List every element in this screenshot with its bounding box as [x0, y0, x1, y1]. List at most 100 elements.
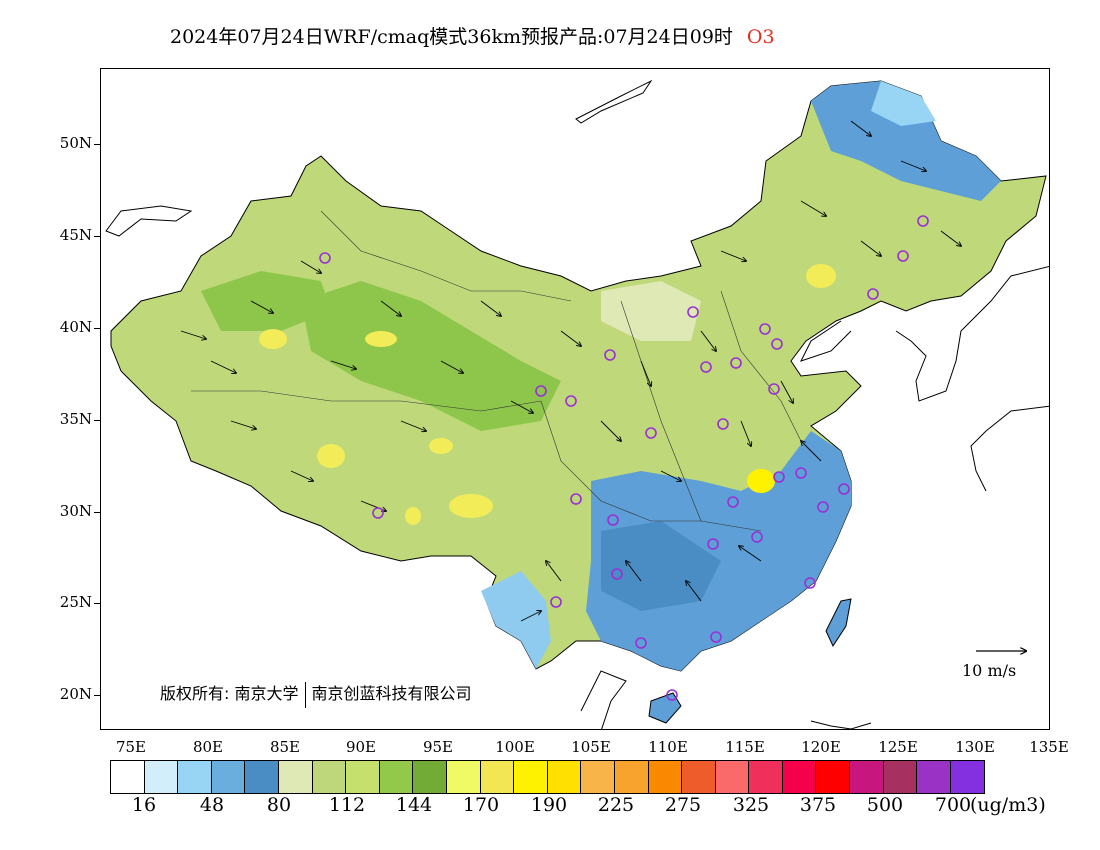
colorbar-label: 500: [866, 794, 904, 816]
colorbar: [110, 760, 986, 794]
lat-tick: [94, 420, 101, 421]
low-o3-northeast-light: [871, 81, 936, 126]
colorbar-swatch: [111, 761, 145, 793]
lat-label-40n: 40N: [59, 318, 92, 336]
high-o3-spot: [405, 507, 421, 525]
high-o3-spot: [317, 444, 345, 468]
copyright-notice: 版权所有: 南京大学 南京创蓝科技有限公司: [160, 680, 472, 708]
colorbar-swatch: [514, 761, 548, 793]
colorbar-swatch: [312, 761, 347, 793]
lat-label-20n: 20N: [59, 685, 92, 703]
colorbar-label: 80: [266, 794, 292, 816]
species-label: O3: [746, 26, 775, 48]
map-plot-area: [100, 68, 1050, 730]
colorbar-swatch: [816, 761, 851, 793]
lat-tick: [94, 236, 101, 237]
high-o3-spot: [429, 438, 453, 454]
colorbar-label: 170: [462, 794, 500, 816]
lat-tick: [94, 328, 101, 329]
colorbar-swatch: [413, 761, 447, 793]
colorbar-swatch: [850, 761, 884, 793]
colorbar-label: 325: [732, 794, 770, 816]
high-o3-spot: [259, 329, 287, 349]
caspian-coast: [105, 205, 193, 237]
colorbar-label: 16: [131, 794, 157, 816]
colorbar-swatch: [379, 761, 414, 793]
low-o3-yunnan: [481, 571, 551, 669]
province-boundary: [191, 390, 542, 412]
mid-o3-west: [201, 271, 331, 331]
lon-label-110e: 110E: [648, 738, 688, 756]
colorbar-label: 144: [395, 794, 433, 816]
high-o3-spot: [747, 469, 775, 493]
colorbar-unit: (ug/m3): [970, 794, 1046, 816]
map-title: 2024年07月24日WRF/cmaq模式36km预报产品:07月24日09时 O…: [170, 22, 775, 49]
high-o3-spot: [449, 494, 493, 518]
lon-label-90e: 90E: [345, 738, 377, 756]
lon-label-75e: 75E: [115, 738, 147, 756]
lon-label-120e: 120E: [801, 738, 841, 756]
province-boundary: [320, 210, 572, 302]
japan-coast: [970, 405, 1049, 492]
lon-label-100e: 100E: [495, 738, 535, 756]
colorbar-swatch: [346, 761, 380, 793]
high-o3-spot: [806, 264, 836, 288]
taiwan: [825, 598, 852, 648]
baikal-coast: [575, 79, 653, 124]
copyright-separator: [304, 681, 306, 708]
colorbar-label: 190: [530, 794, 568, 816]
philippine-coast: [810, 720, 872, 729]
province-boundary: [720, 290, 802, 442]
colorbar-label: 225: [597, 794, 635, 816]
wind-reference-label: 10 m/s: [962, 661, 1017, 680]
wind-vectors: [180, 120, 961, 622]
low-o3-core: [601, 521, 721, 611]
lat-tick: [94, 144, 101, 145]
colorbar-swatch: [648, 761, 683, 793]
colorbar-swatch: [715, 761, 750, 793]
copyright-org2: 南京创蓝科技有限公司: [311, 684, 472, 703]
colorbar-swatch: [749, 761, 783, 793]
colorbar-swatch: [614, 761, 649, 793]
high-o3-spot: [365, 331, 397, 347]
province-boundary: [620, 300, 702, 522]
colorbar-label: 375: [799, 794, 837, 816]
colorbar-swatch: [446, 761, 481, 793]
colorbar-swatch: [178, 761, 212, 793]
lon-label-105e: 105E: [571, 738, 611, 756]
lon-label-80e: 80E: [192, 738, 224, 756]
lat-tick: [94, 512, 101, 513]
colorbar-swatch: [581, 761, 615, 793]
copyright-org1: 南京大学: [234, 684, 299, 703]
colorbar-label: 112: [328, 794, 366, 816]
colorbar-swatch: [883, 761, 918, 793]
lon-label-135e: 135E: [1029, 738, 1069, 756]
colorbar-swatch: [245, 761, 279, 793]
lat-label-25n: 25N: [59, 593, 92, 611]
colorbar-swatch: [547, 761, 582, 793]
colorbar-swatch: [682, 761, 716, 793]
colorbar-label: 275: [664, 794, 702, 816]
colorbar-label: 48: [199, 794, 225, 816]
colorbar-swatch: [917, 761, 951, 793]
lat-label-50n: 50N: [59, 134, 92, 152]
korea-coast: [895, 265, 1049, 402]
lat-label-30n: 30N: [59, 502, 92, 520]
lon-label-95e: 95E: [422, 738, 454, 756]
colorbar-swatch: [278, 761, 313, 793]
pale-o3-north: [601, 281, 701, 341]
colorbar-swatch: [782, 761, 817, 793]
colorbar-swatch: [211, 761, 246, 793]
lon-label-125e: 125E: [878, 738, 918, 756]
lat-tick: [94, 695, 101, 696]
province-boundary: [540, 400, 762, 532]
lon-label-85e: 85E: [269, 738, 301, 756]
lon-label-115e: 115E: [725, 738, 765, 756]
copyright-prefix: 版权所有:: [160, 684, 230, 703]
colorbar-swatch: [950, 761, 985, 793]
low-o3-southeast: [586, 431, 851, 671]
lat-label-45n: 45N: [59, 226, 92, 244]
colorbar-label: 700: [934, 794, 972, 816]
lat-label-35n: 35N: [59, 410, 92, 428]
